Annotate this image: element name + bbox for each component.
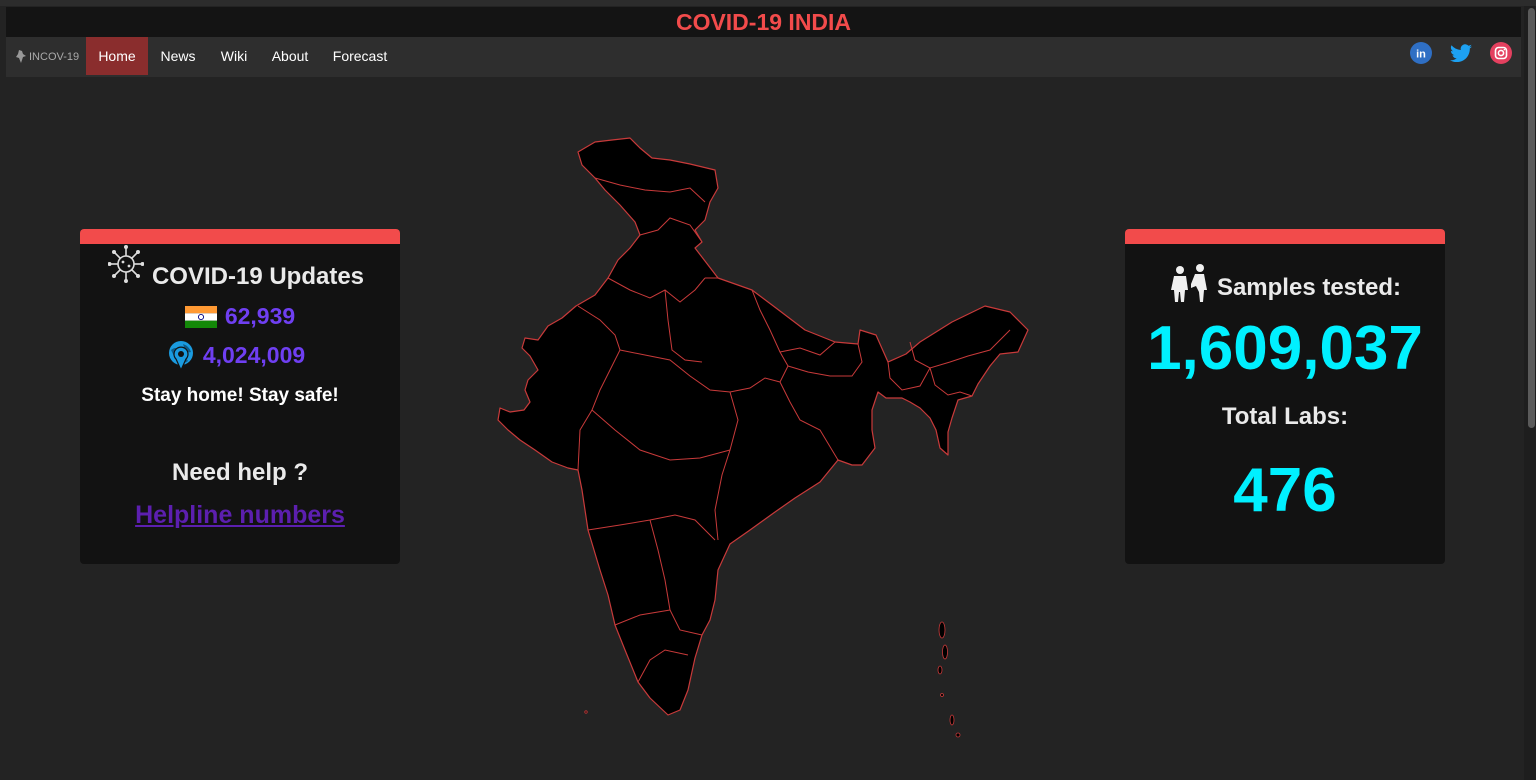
card-stripe — [1125, 229, 1445, 244]
helpline-link[interactable]: Helpline numbers — [135, 501, 345, 529]
nav-wiki[interactable]: Wiki — [220, 48, 248, 64]
globe-pin-icon — [168, 341, 193, 370]
virus-icon — [108, 245, 144, 283]
nav-home[interactable]: Home — [86, 37, 148, 75]
state-borders — [577, 177, 1011, 683]
samples-title: Samples tested: — [1125, 262, 1445, 302]
nav-about[interactable]: About — [271, 48, 309, 64]
svg-text:in: in — [1416, 49, 1426, 61]
twitter-icon[interactable] — [1449, 41, 1473, 65]
india-map[interactable] — [490, 130, 1035, 750]
window-top-edge — [0, 0, 1536, 6]
brand-label: INCOV-19 — [29, 51, 80, 63]
scrollbar-thumb[interactable] — [1528, 8, 1535, 428]
lab-testing-icon — [1170, 264, 1207, 302]
stay-safe-message: Stay home! Stay safe! — [141, 385, 339, 406]
world-case-count: 4,024,009 — [202, 341, 306, 368]
total-labs-value: 476 — [1233, 456, 1337, 525]
navbar: INCOV-19 Home News Wiki About Forecast i… — [6, 37, 1521, 77]
samples-tested-value: 1,609,037 — [1147, 314, 1423, 383]
page-title: COVID-19 INDIA — [675, 9, 852, 35]
linkedin-icon[interactable]: in — [1409, 41, 1433, 65]
updates-title-text: COVID-19 Updates — [151, 263, 365, 290]
samples-label: Samples tested: — [1216, 274, 1402, 301]
world-stat-row: 4,024,009 — [80, 340, 396, 370]
card-stripe — [80, 229, 400, 244]
india-map-icon — [16, 50, 26, 63]
india-case-count: 62,939 — [224, 303, 296, 329]
updates-card: COVID-19 Updates 62,939 4,024,009 Stay h… — [80, 229, 400, 564]
total-labs-label: Total Labs: — [1221, 403, 1349, 430]
india-outline — [497, 137, 1029, 716]
scrollbar[interactable] — [1524, 6, 1536, 780]
island-groups — [584, 621, 961, 738]
brand-link[interactable]: INCOV-19 — [16, 37, 79, 77]
title-bar: COVID-19 INDIA — [6, 7, 1521, 37]
nav-news[interactable]: News — [160, 48, 196, 64]
india-stat-row: 62,939 — [80, 303, 400, 330]
updates-title: COVID-19 Updates — [112, 263, 400, 291]
samples-card: Samples tested: 1,609,037 Total Labs: 47… — [1125, 229, 1445, 564]
india-flag-icon — [184, 305, 217, 328]
need-help-heading: Need help ? — [171, 459, 309, 486]
nav-forecast[interactable]: Forecast — [332, 48, 388, 64]
instagram-icon[interactable] — [1489, 41, 1513, 65]
